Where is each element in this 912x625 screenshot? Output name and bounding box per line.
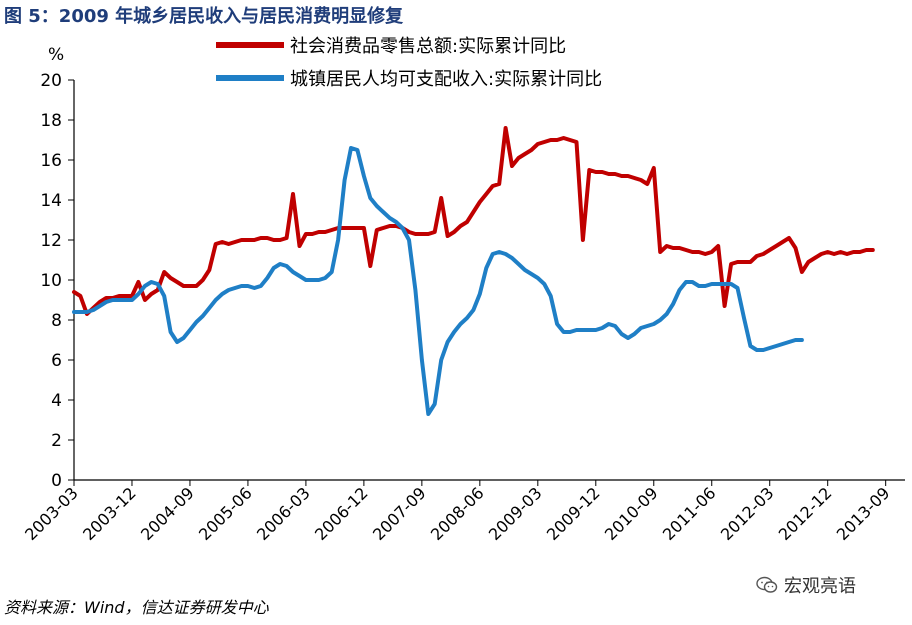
y-axis-ticks: 0 2 4 6 8 10 12 14 16 18 20 xyxy=(40,71,74,491)
wechat-icon xyxy=(756,576,778,593)
series-layer xyxy=(72,126,875,416)
axes xyxy=(73,80,905,481)
x-tick-label: 2011-06 xyxy=(659,483,720,544)
source-note: 资料来源：Wind，信达证券研发中心 xyxy=(4,598,269,617)
y-tick-label: 18 xyxy=(40,111,62,131)
y-axis-unit: % xyxy=(48,45,64,65)
legend-label-urban-income: 城镇居民人均可支配收入:实际累计同比 xyxy=(290,69,602,90)
x-tick-label: 2012-03 xyxy=(717,483,778,544)
x-tick-label: 2010-09 xyxy=(601,483,662,544)
x-tick-label: 2006-12 xyxy=(311,483,372,544)
x-tick-label: 2013-09 xyxy=(833,483,894,544)
series-line-urban-income xyxy=(72,146,804,416)
y-tick-label: 16 xyxy=(40,151,62,171)
x-tick-label: 2008-06 xyxy=(427,483,488,544)
legend: 社会消费品零售总额:实际累计同比 城镇居民人均可支配收入:实际累计同比 xyxy=(216,36,602,90)
y-tick-label: 6 xyxy=(51,351,62,371)
x-tick-label: 2003-03 xyxy=(21,483,82,544)
x-tick-label: 2009-03 xyxy=(485,483,546,544)
x-tick-label: 2004-09 xyxy=(137,483,198,544)
x-tick-label: 2006-03 xyxy=(253,483,314,544)
watermark-text: 宏观亮语 xyxy=(784,576,856,597)
legend-label-retail-sales: 社会消费品零售总额:实际累计同比 xyxy=(290,36,566,57)
x-axis-ticks: 2003-032003-122004-092005-062006-032006-… xyxy=(21,480,894,544)
figure-title: 图 5：2009 年城乡居民收入与居民消费明显修复 xyxy=(4,6,404,27)
x-tick-label: 2012-12 xyxy=(775,483,836,544)
watermark: 宏观亮语 xyxy=(756,572,856,598)
y-tick-label: 12 xyxy=(40,231,62,251)
x-tick-label: 2005-06 xyxy=(195,483,256,544)
x-tick-label: 2007-09 xyxy=(369,483,430,544)
series-line-retail-sales xyxy=(72,126,875,316)
x-tick-label: 2003-12 xyxy=(79,483,140,544)
y-tick-label: 4 xyxy=(51,391,62,411)
y-tick-label: 14 xyxy=(40,191,62,211)
y-tick-label: 0 xyxy=(51,471,62,491)
y-tick-label: 10 xyxy=(40,271,62,291)
y-tick-label: 8 xyxy=(51,311,62,331)
x-tick-label: 2009-12 xyxy=(543,483,604,544)
y-tick-label: 20 xyxy=(40,71,62,91)
y-tick-label: 2 xyxy=(51,431,62,451)
